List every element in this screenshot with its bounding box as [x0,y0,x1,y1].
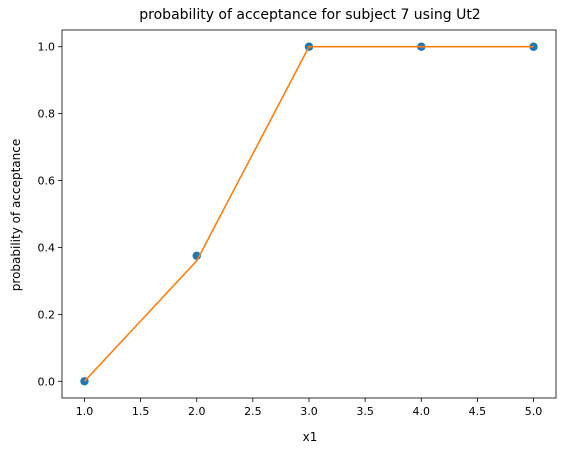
y-tick-label: 0.2 [38,308,56,321]
plot-area: 1.0 1.5 2.0 2.5 3.0 3.5 4.0 4.5 5.0 0.0 0.2 0.4 0.6 0… [38,29,557,418]
x-tick-label: 1.0 [76,405,94,418]
series-line [83,45,534,382]
x-tick-label: 2.0 [188,405,206,418]
x-tick-label: 3.5 [356,405,374,418]
x-tick-label: 4.5 [469,405,487,418]
x-tick-label: 4.0 [413,405,431,418]
y-tick-label: 1.0 [38,41,56,54]
plot-frame [61,29,557,399]
y-tick-label: 0.8 [38,108,56,121]
y-axis-label: probability of acceptance [9,139,23,291]
chart-title: probability of acceptance for subject 7 … [139,7,480,23]
x-tick-label: 3.0 [300,405,318,418]
y-tick-label: 0.6 [38,175,56,188]
x-axis-label: x1 [303,430,318,444]
x-tick-label: 5.0 [525,405,543,418]
y-tick-label: 0.0 [38,375,56,388]
x-tick-label: 1.5 [132,405,150,418]
y-tick-label: 0.4 [38,241,56,254]
x-tick-label: 2.5 [244,405,262,418]
